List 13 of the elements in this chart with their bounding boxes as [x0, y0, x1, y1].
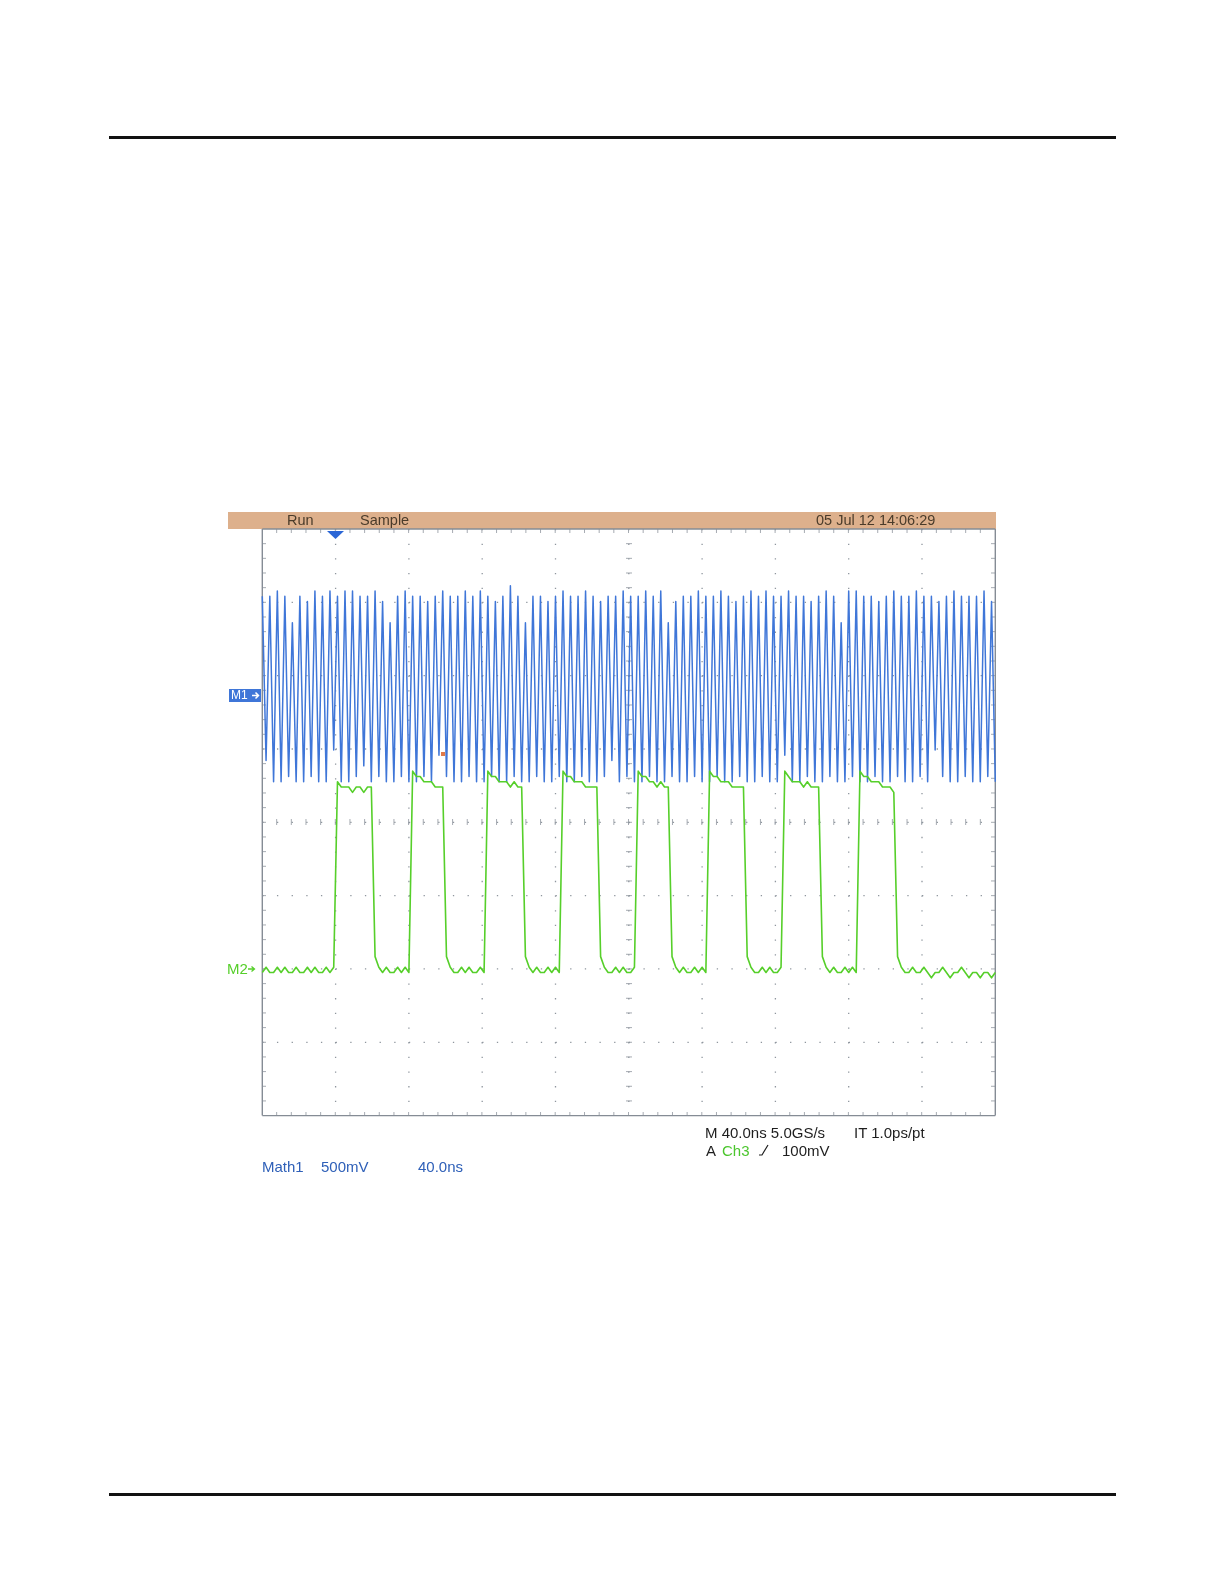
- text: Ch3: [722, 1141, 750, 1159]
- legend-label: M1: [229, 688, 250, 702]
- text: IT 1.0ps/pt: [854, 1123, 925, 1141]
- text: M 40.0ns 5.0GS/s: [705, 1123, 826, 1141]
- text: A: [706, 1141, 717, 1159]
- text: 100mV: [782, 1141, 830, 1159]
- text: 40.0ns: [418, 1158, 464, 1175]
- legend-label: M2: [227, 960, 248, 977]
- text: 500mV: [321, 1158, 369, 1175]
- text: Math1: [262, 1158, 304, 1175]
- text: Sample: [360, 512, 410, 529]
- text: Run: [287, 512, 314, 529]
- text: 05 Jul 12 14:06:29: [816, 512, 936, 529]
